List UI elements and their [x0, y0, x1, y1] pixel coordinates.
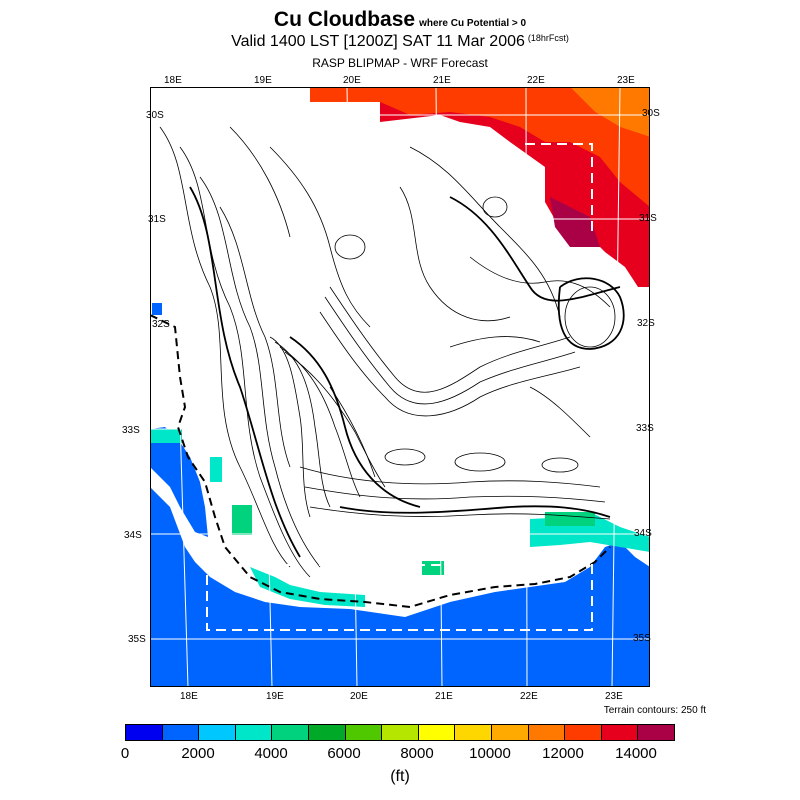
- bottom-lon-label: 18E: [180, 691, 198, 702]
- top-lon-label: 21E: [433, 75, 451, 86]
- left-lat-label: 31S: [148, 214, 166, 225]
- cloudbase-map: [150, 87, 650, 687]
- top-lon-label: 20E: [343, 75, 361, 86]
- right-lat-label: 33S: [636, 423, 654, 434]
- source-line: RASP BLIPMAP - WRF Forecast: [312, 56, 488, 70]
- right-lat-label: 31S: [639, 213, 657, 224]
- left-lat-label: 30S: [146, 110, 164, 121]
- colorbar-tick: 8000: [400, 745, 434, 762]
- inner-domain-box-south: [206, 564, 593, 631]
- bottom-lon-label: 20E: [350, 691, 368, 702]
- major-contours: [189, 186, 625, 558]
- coastline: [150, 314, 611, 609]
- title-main: Cu Cloudbase: [273, 8, 416, 31]
- coast-band-east: [545, 512, 595, 526]
- right-lat-label: 35S: [633, 633, 651, 644]
- lat-lon-grid: [150, 87, 650, 687]
- coast-band-west2: [210, 457, 222, 482]
- colorbar-swatch: [382, 725, 419, 740]
- colorbar-swatch: [272, 725, 309, 740]
- colorbar-tick: 10000: [469, 745, 511, 762]
- ocean-shade-west: [150, 427, 208, 537]
- inner-domain-box-north: [525, 143, 593, 232]
- colorbar-swatch: [162, 725, 200, 740]
- colorbar-tick: 14000: [615, 745, 657, 762]
- map-title: Cu Cloudbase where Cu Potential > 0: [0, 8, 800, 32]
- top-lon-label: 18E: [164, 75, 182, 86]
- colorbar-swatch: [455, 725, 492, 740]
- colorbar-swatch: [601, 725, 639, 740]
- colorbar-tick: 6000: [327, 745, 361, 762]
- colorbar-swatch: [528, 725, 566, 740]
- colorbar-swatch: [418, 725, 456, 740]
- bottom-lon-label: 22E: [520, 691, 538, 702]
- valid-text: Valid 1400 LST [1200Z] SAT 11 Mar 2006: [231, 33, 525, 50]
- colorbar-swatch: [638, 725, 674, 740]
- colorbar-unit: (ft): [390, 768, 410, 785]
- colorbar-swatch: [199, 725, 236, 740]
- left-lat-label: 34S: [124, 530, 142, 541]
- colorbar-swatch: [308, 725, 346, 740]
- ocean-patch: [152, 303, 162, 315]
- right-lat-label: 34S: [634, 528, 652, 539]
- top-lon-label: 23E: [617, 75, 635, 86]
- valid-time: Valid 1400 LST [1200Z] SAT 11 Mar 2006 (1…: [0, 33, 800, 51]
- top-lon-label: 19E: [254, 75, 272, 86]
- colorbar-swatch: [235, 725, 273, 740]
- colorbar-tick: 2000: [181, 745, 215, 762]
- ocean-shade: [150, 487, 650, 687]
- high-cloudbase-redorange: [310, 87, 650, 207]
- high-cloudbase-orange: [570, 87, 650, 137]
- left-lat-label: 35S: [128, 634, 146, 645]
- forecast-hours: (18hrFcst): [527, 33, 569, 43]
- bottom-lon-label: 21E: [435, 691, 453, 702]
- left-lat-label: 33S: [122, 425, 140, 436]
- right-lat-label: 30S: [642, 108, 660, 119]
- terrain-note: Terrain contours: 250 ft: [603, 705, 706, 716]
- colorbar-swatch: [491, 725, 529, 740]
- high-cloudbase-east-dark: [550, 197, 600, 247]
- colorbar-tick: 12000: [542, 745, 584, 762]
- left-lat-label: 32S: [152, 319, 170, 330]
- map-canvas: [150, 87, 650, 687]
- bottom-lon-label: 19E: [266, 691, 284, 702]
- coast-band-west: [150, 429, 182, 443]
- top-lon-label: 22E: [527, 75, 545, 86]
- coast-band-west3: [232, 505, 252, 535]
- colorbar-swatch: [126, 725, 163, 740]
- colorbar-swatch: [565, 725, 602, 740]
- right-lat-label: 32S: [637, 318, 655, 329]
- colorbar-tick: 4000: [254, 745, 288, 762]
- color-bar: [125, 724, 675, 741]
- title-qualifier: where Cu Potential > 0: [419, 18, 527, 29]
- coast-band-south: [250, 567, 365, 607]
- colorbar-swatch: [345, 725, 383, 740]
- bottom-lon-label: 23E: [605, 691, 623, 702]
- colorbar-tick: 0: [120, 745, 130, 762]
